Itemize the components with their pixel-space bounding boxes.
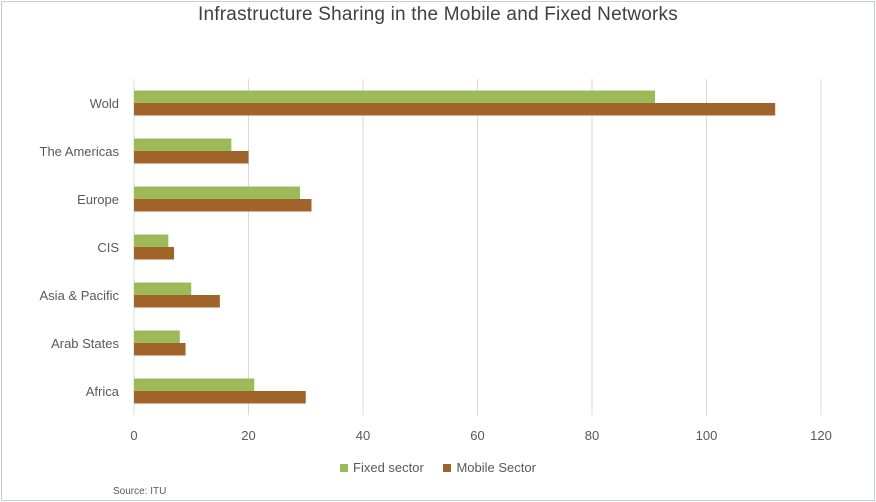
category-labels: Wold The Americas Europe CIS Asia & Pacific A… [40, 96, 120, 399]
chart-title: Infrastructure Sharing in the Mobile and… [198, 4, 678, 25]
legend: Fixed sector Mobile Sector [0, 460, 876, 475]
bar-fixed [134, 378, 255, 391]
category-label: Africa [86, 384, 120, 399]
legend-swatch-fixed [340, 464, 349, 472]
bar-mobile [134, 391, 306, 404]
gridlines [133, 79, 822, 415]
legend-item-mobile: Mobile Sector [443, 460, 536, 475]
bar-mobile [134, 199, 312, 212]
x-tick-label: 120 [810, 428, 832, 443]
category-label: The Americas [40, 144, 120, 159]
bar-fixed [134, 234, 169, 247]
bar-mobile [134, 295, 220, 308]
x-tick-label: 100 [696, 428, 718, 443]
category-label: CIS [97, 240, 119, 255]
bar-mobile [134, 151, 249, 164]
source-note: Source: ITU [113, 486, 167, 497]
x-tick-label: 40 [356, 428, 370, 443]
category-label: Europe [77, 192, 119, 207]
x-tick-label: 60 [470, 428, 484, 443]
bars [134, 90, 776, 404]
bar-mobile [134, 343, 186, 356]
bar-fixed [134, 138, 232, 151]
x-tick-label: 80 [585, 428, 599, 443]
bar-mobile [134, 247, 175, 260]
x-tick-label: 0 [130, 428, 137, 443]
bar-fixed [134, 186, 301, 199]
legend-label-fixed: Fixed sector [353, 460, 424, 475]
category-label: Asia & Pacific [40, 288, 120, 303]
legend-label-mobile: Mobile Sector [456, 460, 536, 475]
bar-fixed [134, 330, 180, 343]
category-label: Arab States [51, 336, 119, 351]
legend-swatch-mobile [443, 464, 452, 472]
legend-item-fixed: Fixed sector [340, 460, 424, 475]
category-label: Wold [90, 96, 119, 111]
bar-fixed [134, 282, 192, 295]
x-axis-ticks: 0 20 40 60 80 100 120 [130, 428, 831, 443]
bar-fixed [134, 90, 655, 103]
x-tick-label: 20 [241, 428, 255, 443]
bar-mobile [134, 103, 776, 116]
